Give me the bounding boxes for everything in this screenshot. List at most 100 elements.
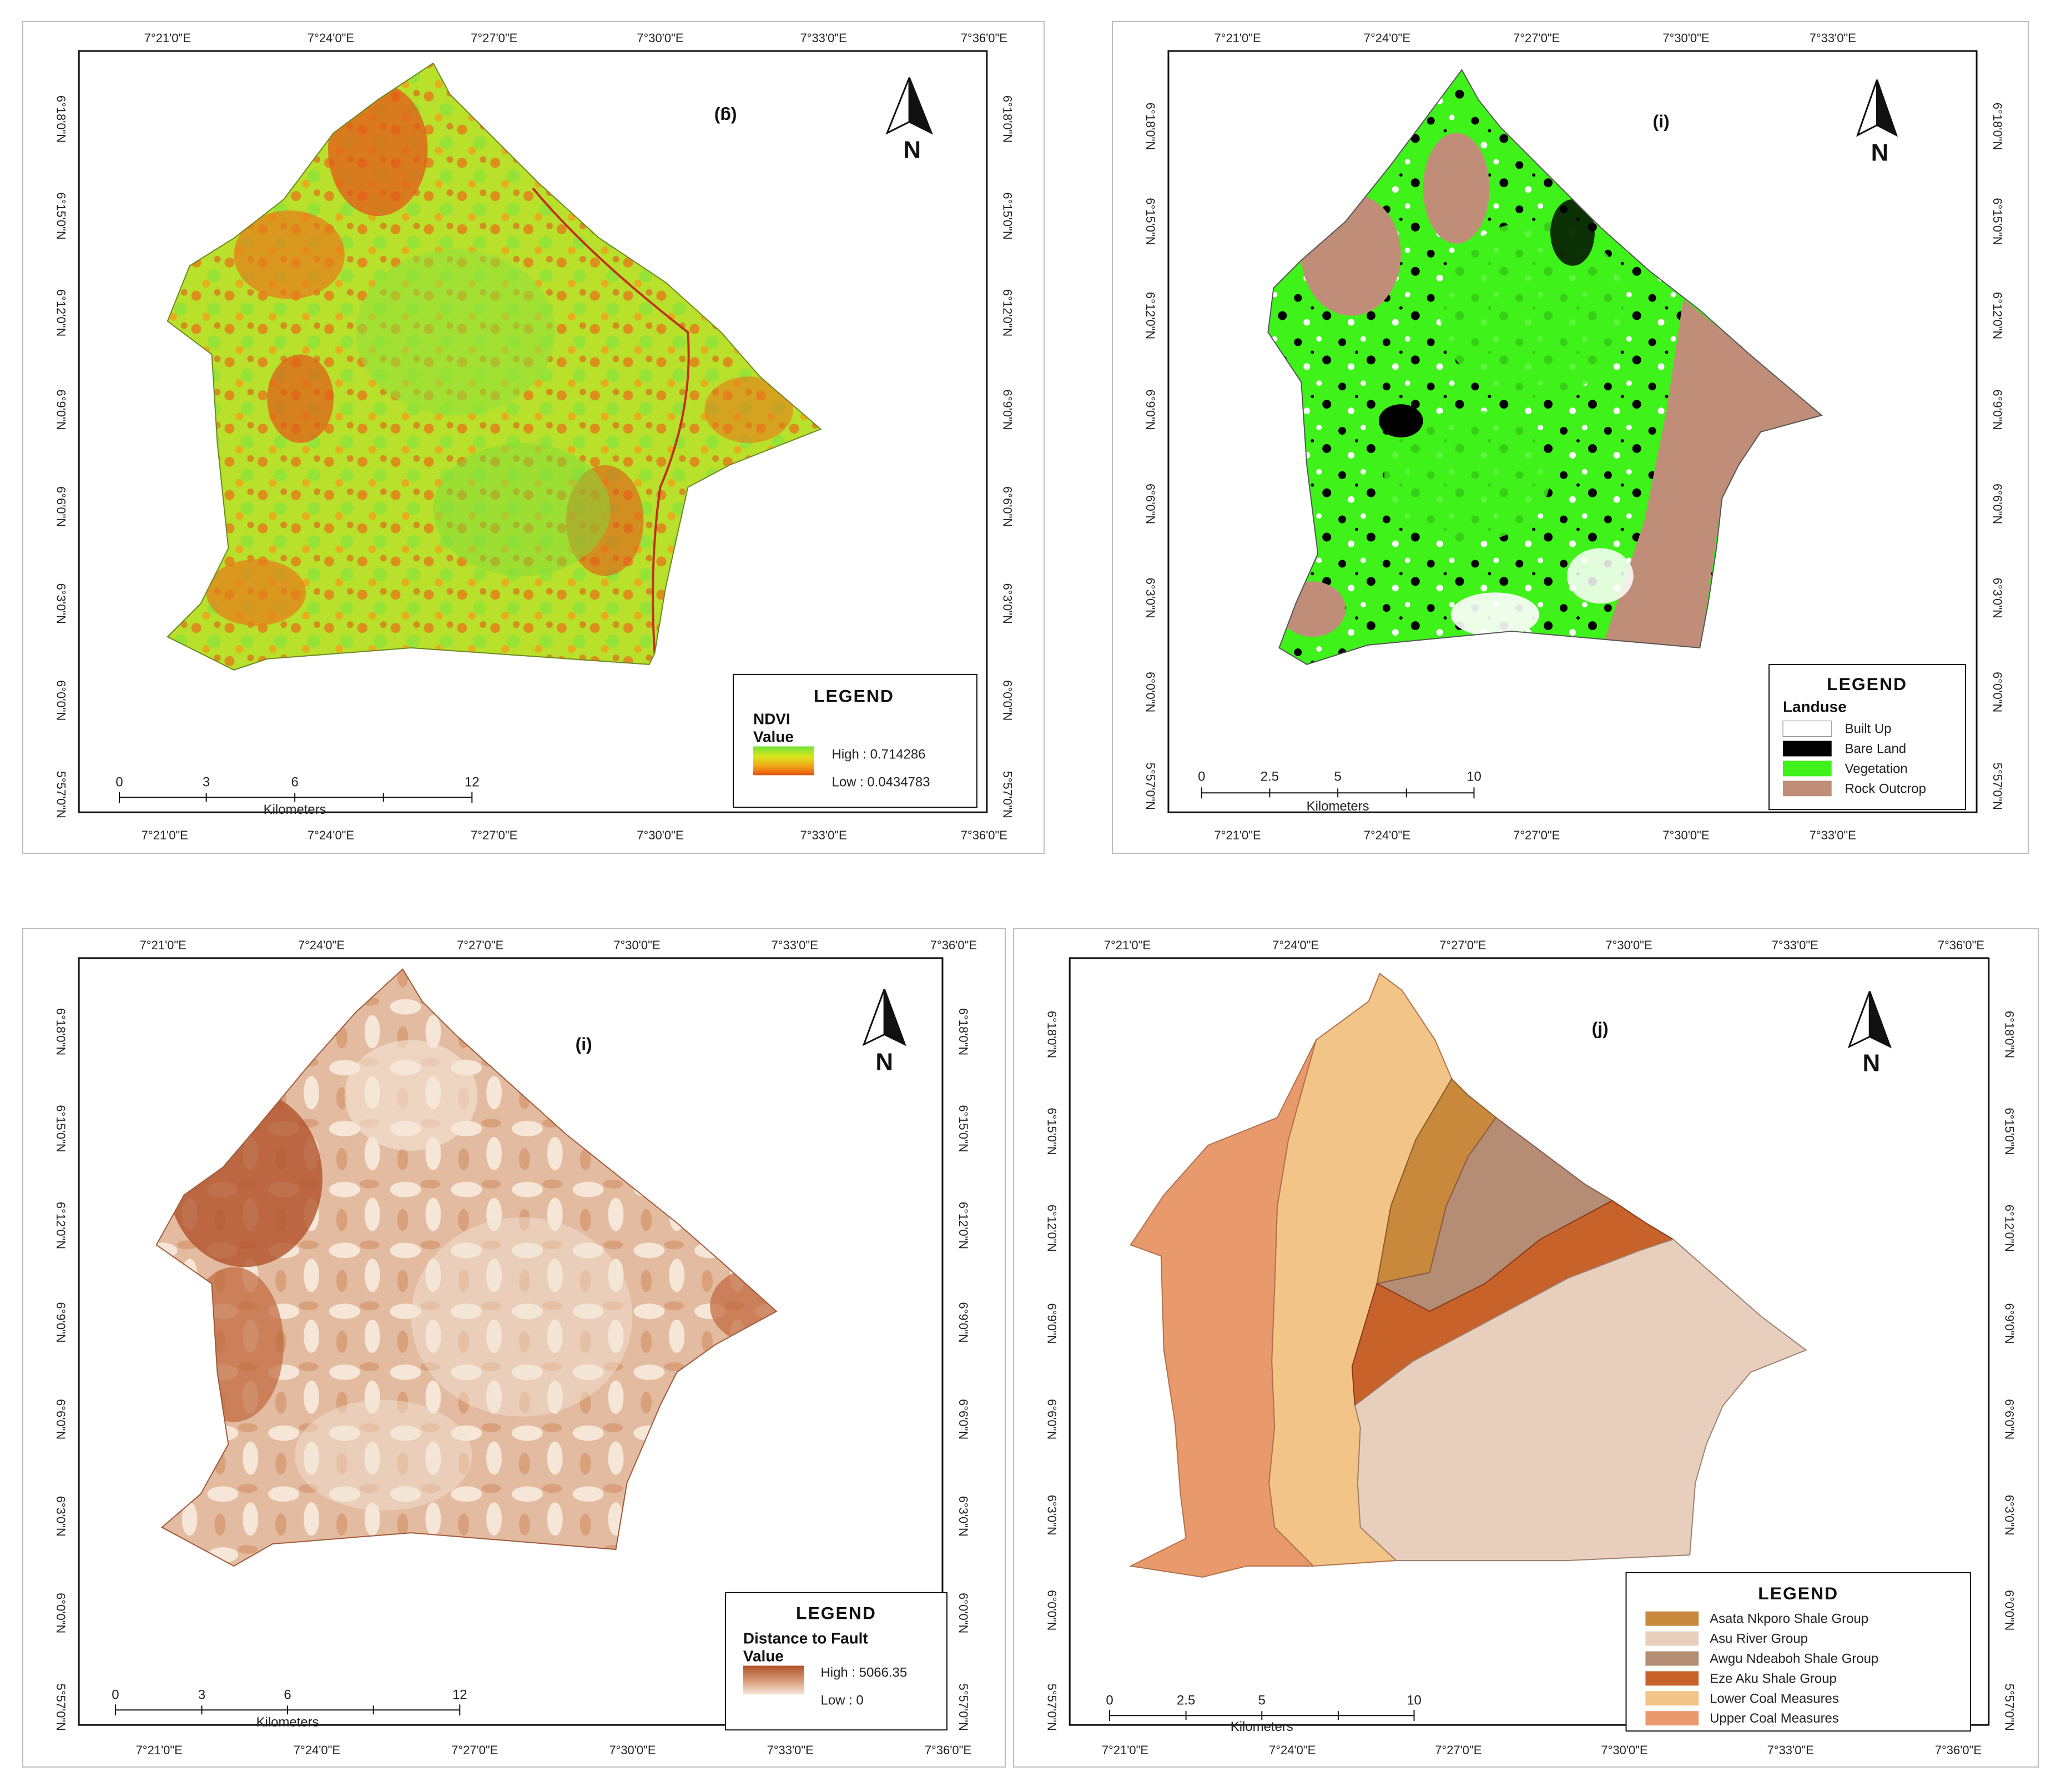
legend-title: LEGEND (814, 686, 894, 706)
tick-label: 6°12'0"N (1045, 1205, 1059, 1252)
scale-label: 10 (1407, 1693, 1422, 1708)
tick-label: 7°27'0"E (471, 31, 517, 45)
tick-label: 7°27'0"E (1439, 938, 1486, 952)
tick-label: 7°30'0"E (1662, 828, 1709, 842)
ndvi-boundary (167, 62, 822, 671)
tick-label: 6°15'0"N (1045, 1108, 1059, 1155)
legend-title: LEGEND (1758, 1583, 1838, 1603)
tick-label: 7°36'0"E (1935, 1743, 1982, 1757)
scale-label: 10 (1467, 769, 1481, 784)
legend-item: Awgu Ndeaboh Shale Group (1710, 1651, 1878, 1666)
tick-label: 7°27'0"E (457, 938, 503, 952)
panel-landuse: 7°21'0"E 7°24'0"E 7°27'0"E 7°30'0"E 7°33… (1112, 21, 2029, 854)
legend-title: LEGEND (796, 1603, 876, 1623)
scale-bar: 0 2.5 5 10 Kilometers (1106, 1693, 1422, 1734)
tick-label: 7°24'0"E (1364, 31, 1410, 45)
north-arrow-icon: N (1847, 991, 1892, 1076)
tick-label: 6°18'0"N (1143, 103, 1157, 150)
unit-asu-river (1354, 1239, 1807, 1561)
scale-label: 5 (1258, 1693, 1266, 1708)
scale-label: 12 (452, 1687, 467, 1702)
scale-bar: 0 2.5 5 10 Kilometers (1198, 769, 1481, 814)
swatch-eze-aku (1645, 1671, 1699, 1686)
landuse-raster (1268, 69, 1822, 665)
tick-label: 6°18'0"N (1991, 103, 2004, 150)
north-arrow-icon: N (885, 77, 933, 163)
legend-title: LEGEND (1827, 674, 1907, 694)
geology-right-ticks: 6°18'0"N 6°15'0"N 6°12'0"N 6°9'0"N 6°6'0… (2003, 1011, 2017, 1731)
tick-label: 6°18'0"N (1045, 1011, 1059, 1058)
swatch-lower-coal (1645, 1691, 1699, 1706)
tick-label: 6°9'0"N (1143, 390, 1157, 430)
tick-label: 6°0'0"N (1143, 672, 1157, 712)
landuse-boundary (1267, 68, 1823, 665)
scale-label: 2.5 (1177, 1693, 1195, 1708)
geology-top-ticks: 7°21'0"E 7°24'0"E 7°27'0"E 7°30'0"E 7°33… (1104, 938, 1984, 952)
tick-label: 6°9'0"N (1991, 390, 2004, 430)
tick-label: 6°0'0"N (54, 680, 68, 721)
ndvi-top-ticks: 7°21'0"E 7°24'0"E 7°27'0"E 7°30'0"E 7°33… (144, 31, 1007, 45)
legend-low: Low : 0 (821, 1693, 864, 1708)
tick-label: 7°24'0"E (1269, 1743, 1316, 1757)
tick-label: 7°24'0"E (308, 31, 354, 45)
tick-label: 7°24'0"E (1364, 828, 1410, 842)
tick-label: 7°33'0"E (1810, 828, 1856, 842)
tick-label: 6°12'0"N (54, 1202, 68, 1249)
panel-title: (g) (714, 107, 737, 127)
tick-label: 7°21'0"E (142, 828, 188, 842)
panel-title: (j) (1592, 1018, 1609, 1038)
panel-title: (i) (1653, 111, 1670, 131)
tick-label: 7°33'0"E (800, 31, 847, 45)
tick-label: 7°27'0"E (1435, 1743, 1481, 1757)
legend-high: High : 5066.35 (821, 1665, 908, 1680)
tick-label: 7°21'0"E (1102, 1743, 1148, 1757)
legend-item: Vegetation (1845, 761, 1908, 776)
swatch-vegetation (1782, 761, 1832, 777)
fault-bottom-ticks: 7°21'0"E 7°24'0"E 7°27'0"E 7°30'0"E 7°33… (136, 1743, 971, 1757)
tick-label: 6°15'0"N (1991, 198, 2004, 245)
tick-label: 7°24'0"E (298, 938, 345, 952)
fault-map-svg: 7°21'0"E 7°24'0"E 7°27'0"E 7°30'0"E 7°33… (54, 938, 977, 1757)
swatch-upper-coal (1645, 1711, 1699, 1726)
tick-label: 7°33'0"E (1810, 31, 1856, 45)
tick-label: 7°30'0"E (1662, 31, 1709, 45)
tick-label: 7°33'0"E (1767, 1743, 1814, 1757)
scale-bar: 0 3 6 12 Kilometers (115, 774, 479, 817)
tick-label: 5°57'0"N (1143, 763, 1157, 810)
swatch-asu-river (1645, 1631, 1699, 1646)
tick-label: 7°24'0"E (1272, 938, 1319, 952)
landuse-top-ticks: 7°21'0"E 7°24'0"E 7°27'0"E 7°30'0"E 7°33… (1215, 31, 1856, 45)
tick-label: 7°36'0"E (961, 31, 1007, 45)
fault-right-ticks: 6°18'0"N 6°15'0"N 6°12'0"N 6°9'0"N 6°6'0… (956, 1008, 970, 1731)
tick-label: 7°36'0"E (925, 1743, 971, 1757)
landuse-map-svg: 7°21'0"E 7°24'0"E 7°27'0"E 7°30'0"E 7°33… (1143, 31, 2004, 842)
geology-left-ticks: 6°18'0"N 6°15'0"N 6°12'0"N 6°9'0"N 6°6'0… (1045, 1011, 1059, 1731)
ndvi-color-ramp (753, 746, 814, 776)
north-label: N (1863, 1049, 1881, 1076)
tick-label: 6°6'0"N (1143, 484, 1157, 524)
fault-boundary (155, 968, 778, 1567)
tick-label: 6°0'0"N (956, 1593, 970, 1633)
tick-label: 6°15'0"N (2003, 1108, 2017, 1155)
tick-label: 5°57'0"N (1991, 763, 2004, 810)
scale-label: 3 (203, 774, 210, 789)
legend-item: Rock Outcrop (1845, 781, 1926, 796)
tick-label: 5°57'0"N (2003, 1684, 2017, 1731)
tick-label: 7°30'0"E (1601, 1743, 1647, 1757)
tick-label: 6°3'0"N (1001, 583, 1015, 624)
panel-ndvi: 7°21'0"E 7°24'0"E 7°27'0"E 7°30'0"E 7°33… (22, 21, 1045, 854)
tick-label: 7°30'0"E (1605, 938, 1652, 952)
tick-label: 7°21'0"E (136, 1743, 183, 1757)
geology-legend: LEGEND Asata Nkporo Shale Group Asu Rive… (1625, 1572, 1971, 1732)
tick-label: 7°30'0"E (637, 31, 683, 45)
tick-label: 7°21'0"E (140, 938, 187, 952)
tick-label: 6°15'0"N (54, 1105, 68, 1152)
legend-item: Asata Nkporo Shale Group (1710, 1612, 1868, 1627)
scale-label: 0 (115, 774, 123, 789)
legend-heading-line1: NDVI (753, 711, 790, 728)
scale-unit: Kilometers (264, 802, 326, 817)
swatch-bare-land (1782, 741, 1832, 757)
tick-label: 6°18'0"N (54, 95, 68, 143)
tick-label: 6°12'0"N (1991, 292, 2004, 339)
fault-left-ticks: 6°18'0"N 6°15'0"N 6°12'0"N 6°9'0"N 6°6'0… (54, 1008, 68, 1731)
